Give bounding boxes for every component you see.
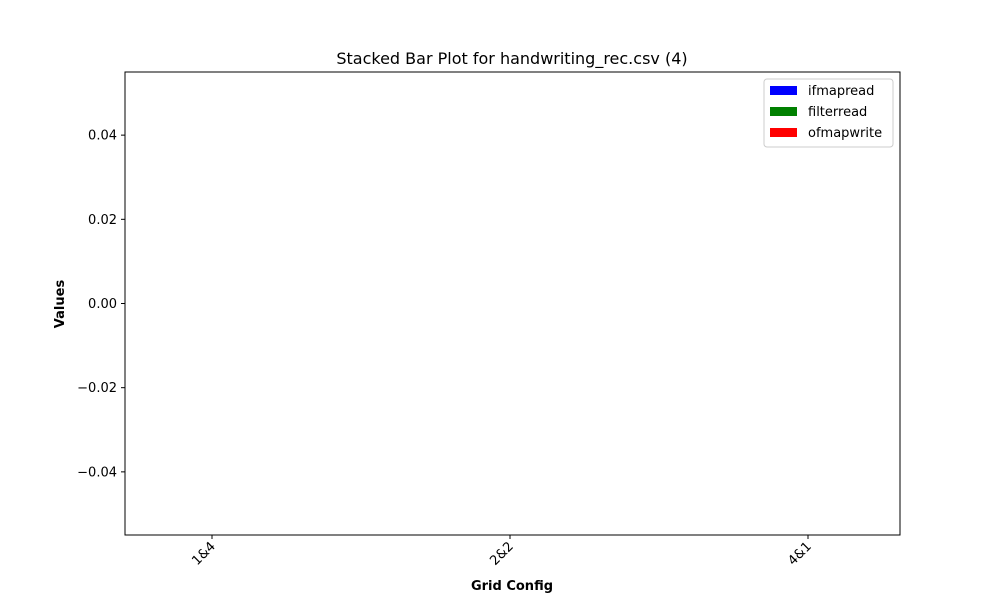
legend-swatch-ifmapread — [770, 86, 797, 95]
legend-swatch-filterread — [770, 107, 797, 116]
y-tick-label: 0.04 — [88, 129, 117, 144]
legend-label-ofmapwrite: ofmapwrite — [808, 126, 882, 141]
y-axis-label: Values — [53, 280, 68, 329]
y-tick-label: 0.00 — [88, 297, 117, 312]
chart-title: Stacked Bar Plot for handwriting_rec.csv… — [336, 49, 687, 69]
legend-swatch-ofmapwrite — [770, 128, 797, 137]
y-axis: −0.04 −0.02 0.00 0.02 0.04 — [77, 129, 125, 480]
y-tick-label: −0.02 — [77, 381, 117, 396]
legend-label-filterread: filterread — [808, 105, 867, 120]
plot-frame — [124, 71, 901, 536]
legend-label-ifmapread: ifmapread — [808, 84, 874, 99]
x-axis-label: Grid Config — [471, 579, 553, 594]
y-tick-label: −0.04 — [77, 465, 117, 480]
y-tick-label: 0.02 — [88, 213, 117, 228]
legend: ifmapread filterread ofmapwrite — [763, 78, 894, 148]
